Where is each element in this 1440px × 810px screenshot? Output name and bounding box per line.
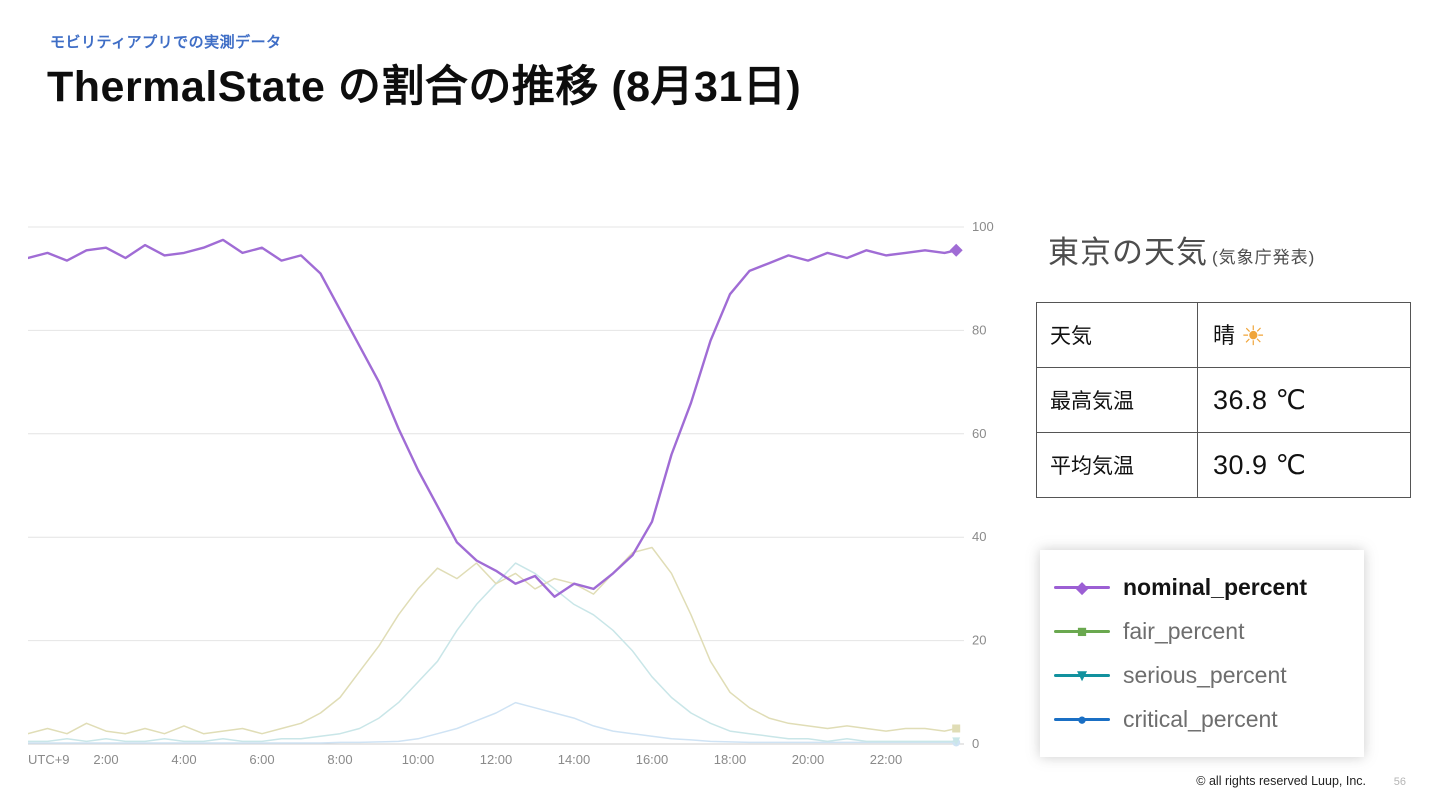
table-row: 最高気温 36.8 ℃	[1036, 367, 1411, 433]
table-row: 平均気温 30.9 ℃	[1036, 432, 1411, 498]
legend-item-fair-percent: ■ fair_percent	[1054, 613, 1354, 650]
svg-text:6:00: 6:00	[249, 752, 274, 767]
weather-table: 天気 晴 ☀ 最高気温 36.8 ℃ 平均気温 30.9 ℃	[1036, 302, 1411, 498]
legend-item-serious-percent: ▼ serious_percent	[1054, 657, 1354, 694]
svg-text:40: 40	[972, 529, 986, 544]
svg-text:20: 20	[972, 633, 986, 648]
circle-marker-icon: ●	[1054, 709, 1110, 731]
weather-row-label: 天気	[1036, 302, 1198, 368]
table-row: 天気 晴 ☀	[1036, 302, 1411, 368]
svg-text:60: 60	[972, 426, 986, 441]
svg-text:2:00: 2:00	[93, 752, 118, 767]
weather-row-value: 30.9 ℃	[1197, 432, 1411, 498]
svg-text:100: 100	[972, 219, 994, 234]
triangle-down-marker-icon: ▼	[1054, 665, 1110, 687]
weather-condition-text: 晴	[1213, 323, 1236, 348]
svg-text:80: 80	[972, 322, 986, 337]
svg-text:10:00: 10:00	[402, 752, 435, 767]
svg-text:16:00: 16:00	[636, 752, 669, 767]
svg-text:22:00: 22:00	[870, 752, 903, 767]
svg-text:14:00: 14:00	[558, 752, 591, 767]
svg-text:12:00: 12:00	[480, 752, 513, 767]
max-temp-value: 36.8 ℃	[1213, 384, 1307, 415]
thermalstate-line-chart: 0 20 40 60 80 100 UTC+9 2:00 4:00 6:00 8:00 10:00 12…	[28, 219, 994, 767]
legend-label: serious_percent	[1123, 662, 1287, 688]
weather-row-value: 晴 ☀	[1197, 302, 1411, 368]
weather-row-label: 最高気温	[1036, 367, 1198, 433]
weather-row-value: 36.8 ℃	[1197, 367, 1411, 433]
chart-legend: ◆ nominal_percent ■ fair_percent ▼ serio…	[1040, 550, 1364, 757]
weather-title-note: (気象庁発表)	[1212, 248, 1316, 267]
page-title: ThermalState の割合の推移 (8月31日)	[47, 63, 802, 111]
weather-panel-title: 東京の天気 (気象庁発表)	[1048, 227, 1315, 272]
legend-label: nominal_percent	[1123, 574, 1308, 600]
legend-label: fair_percent	[1123, 618, 1245, 644]
legend-item-critical-percent: ● critical_percent	[1054, 701, 1354, 738]
copyright: © all rights reserved Luup, Inc.	[1196, 774, 1366, 788]
svg-text:18:00: 18:00	[714, 752, 747, 767]
diamond-marker-icon: ◆	[1054, 577, 1110, 599]
legend-label: critical_percent	[1123, 706, 1278, 732]
page-number: 56	[1393, 776, 1406, 788]
eyebrow-label: モビリティアプリでの実測データ	[50, 34, 282, 51]
square-marker-icon: ■	[1054, 621, 1110, 643]
svg-text:UTC+9: UTC+9	[28, 752, 70, 767]
svg-text:4:00: 4:00	[171, 752, 196, 767]
avg-temp-value: 30.9 ℃	[1213, 449, 1307, 480]
weather-row-label: 平均気温	[1036, 432, 1198, 498]
svg-text:0: 0	[972, 736, 979, 751]
weather-title-text: 東京の天気	[1048, 235, 1208, 270]
svg-text:20:00: 20:00	[792, 752, 825, 767]
sun-icon: ☀	[1241, 321, 1266, 351]
legend-item-nominal-percent: ◆ nominal_percent	[1054, 569, 1354, 606]
svg-text:8:00: 8:00	[327, 752, 352, 767]
